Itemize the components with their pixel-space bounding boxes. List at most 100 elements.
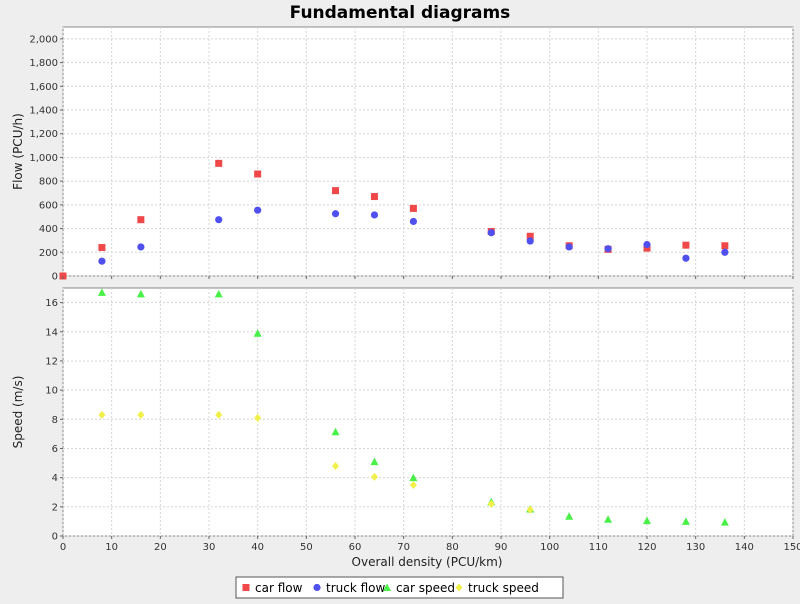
data-point	[721, 242, 729, 250]
y-tick-label: 14	[45, 327, 58, 338]
x-tick-label: 40	[251, 542, 264, 553]
legend-marker-diamond	[455, 583, 463, 592]
series-car-speed	[97, 288, 729, 526]
data-point	[137, 216, 145, 224]
data-point	[370, 211, 379, 219]
y-tick-label: 1,200	[29, 129, 58, 140]
data-point	[526, 237, 534, 245]
plot-area-flow	[62, 26, 794, 277]
x-tick-label: 20	[154, 542, 167, 553]
y-tick-label: 1,600	[29, 82, 58, 93]
legend-box	[235, 576, 564, 599]
legend-marker-triangle	[383, 583, 391, 591]
flow-y-axis-label: Flow (PCU/h)	[11, 113, 25, 190]
legend-item-truck-speed: truck speed	[455, 581, 539, 595]
legend-label: car speed	[396, 581, 455, 595]
legend-marker-square	[242, 584, 250, 591]
legend-label: car flow	[255, 581, 303, 595]
data-point	[604, 515, 613, 523]
data-point	[137, 410, 145, 419]
data-point	[682, 241, 690, 249]
data-point	[98, 257, 106, 265]
data-point	[137, 243, 145, 251]
x-tick-label: 140	[735, 542, 754, 553]
y-tick-label: 4	[52, 473, 58, 484]
data-point	[136, 289, 145, 298]
x-tick-label: 60	[349, 542, 362, 553]
x-tick-label: 70	[397, 542, 410, 553]
data-point	[643, 516, 651, 525]
data-point	[253, 329, 262, 337]
y-tick-label: 6	[52, 444, 58, 455]
x-tick-label: 130	[686, 542, 705, 553]
legend-item-car-speed: car speed	[383, 581, 455, 595]
x-tick-label: 80	[446, 542, 459, 553]
y-tick-label: 0	[52, 532, 58, 543]
data-point	[254, 206, 262, 214]
y-tick-label: 2,000	[29, 34, 58, 45]
y-tick-label: 800	[39, 177, 58, 188]
y-tick-label: 1,800	[29, 58, 58, 69]
data-point	[720, 518, 729, 526]
x-axis-label: Overall density (PCU/km)	[352, 555, 503, 569]
data-point	[97, 288, 106, 296]
data-point	[98, 410, 106, 419]
data-point	[215, 410, 223, 419]
y-tick-label: 400	[39, 224, 58, 235]
y-tick-label: 10	[45, 386, 58, 397]
data-point	[370, 193, 378, 201]
y-tick-label: 1,000	[29, 153, 58, 164]
x-tick-label: 120	[637, 542, 656, 553]
legend-label: truck flow	[326, 581, 386, 595]
speed-y-axis-label: Speed (m/s)	[11, 376, 25, 449]
data-point	[565, 243, 573, 251]
data-point	[254, 170, 262, 178]
series-truck-speed	[98, 410, 534, 514]
data-point	[214, 289, 223, 298]
data-point	[254, 413, 262, 422]
x-tick-label: 0	[60, 542, 66, 553]
data-point	[331, 210, 340, 218]
data-point	[487, 229, 495, 237]
y-tick-label: 16	[45, 298, 58, 309]
legend-item-car-flow: car flow	[242, 581, 303, 595]
plots-layer: 02004006008001,0001,2001,4001,6001,8002,…	[11, 26, 800, 553]
x-tick-label: 50	[300, 542, 313, 553]
data-point	[643, 240, 651, 249]
y-tick-label: 0	[52, 272, 58, 283]
data-point	[409, 473, 418, 482]
data-point	[721, 248, 729, 256]
legend-marker-circle	[313, 583, 321, 592]
data-point	[370, 472, 378, 481]
chart-title: Fundamental diagrams	[290, 3, 511, 23]
data-point	[681, 517, 690, 525]
subplot-speed: 0 2 4 6 8 10 12 14 16 Speed (m/s) 0 10 20 30 40 50 60 70 8…	[11, 287, 800, 553]
x-tick-label: 110	[589, 542, 608, 553]
data-point	[526, 232, 534, 240]
y-tick-label: 600	[39, 200, 58, 211]
x-tick-label: 30	[203, 542, 216, 553]
data-point	[409, 217, 417, 226]
x-tick-label: 100	[540, 542, 559, 553]
y-tick-label: 2	[52, 502, 58, 513]
data-point	[409, 204, 417, 212]
series-truck-flow	[98, 206, 729, 265]
x-tick-label: 90	[495, 542, 508, 553]
data-point	[682, 254, 690, 262]
plot-area-speed	[62, 287, 794, 537]
x-tick-label: 150	[783, 542, 800, 553]
data-point	[215, 216, 223, 224]
data-point	[332, 187, 340, 195]
data-point	[409, 480, 417, 489]
y-tick-label: 12	[45, 356, 58, 367]
subplot-flow: 0 200 400 600 800 1,000 1,200 1,400 1,600 1,800 2,…	[11, 26, 794, 283]
legend-item-truck-flow: truck flow	[313, 581, 386, 595]
x-tick-label: 10	[105, 542, 118, 553]
data-point	[604, 245, 612, 253]
y-tick-label: 8	[52, 415, 58, 426]
data-point	[526, 505, 534, 514]
y-tick-label: 1,400	[29, 106, 58, 117]
data-point	[487, 499, 495, 508]
